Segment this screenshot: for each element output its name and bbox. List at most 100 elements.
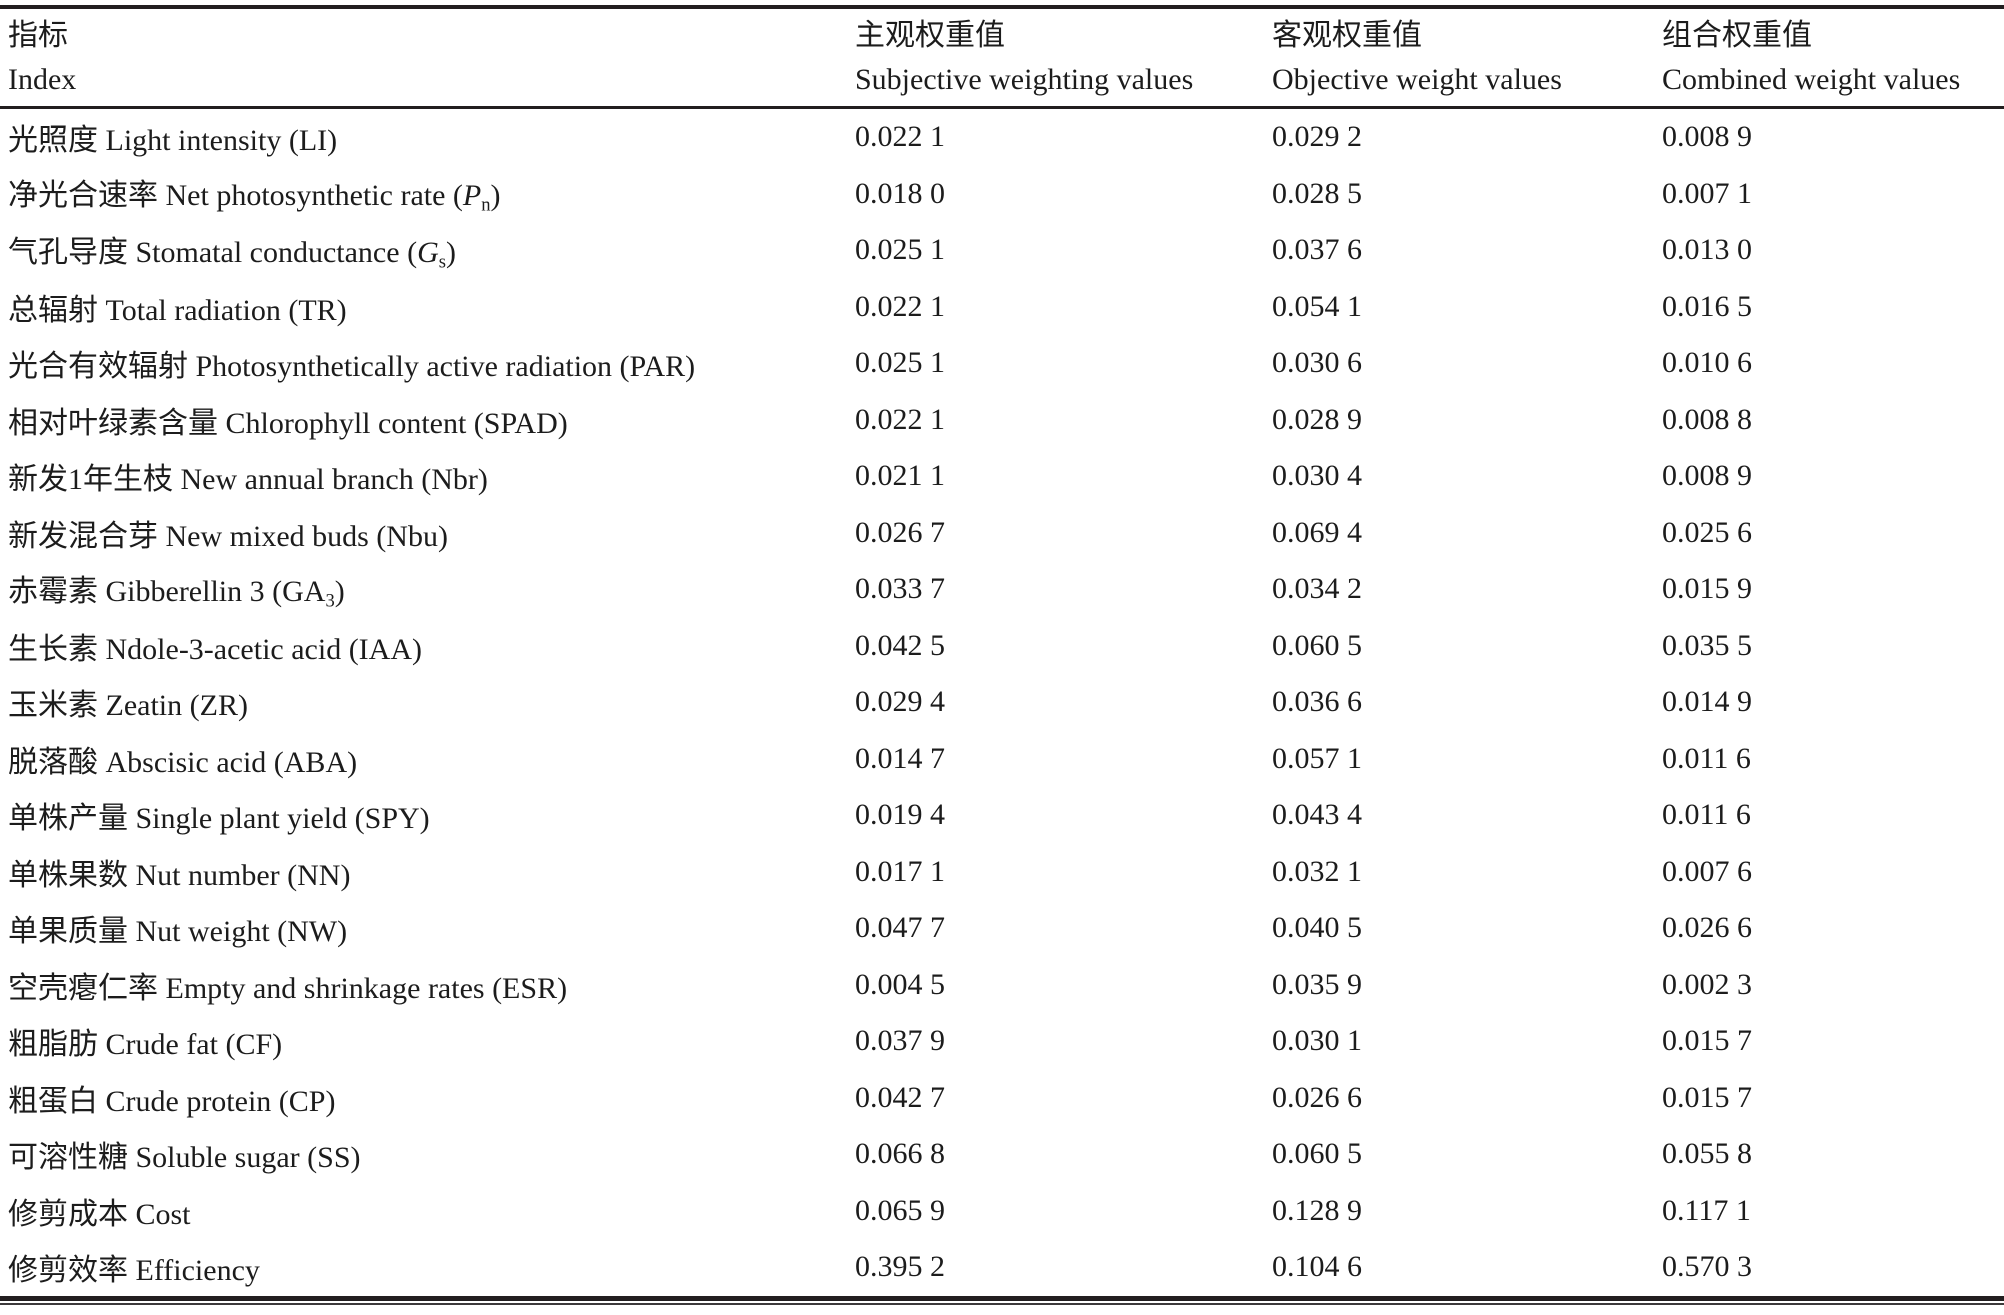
subjective-value-cell: 0.018 0 — [855, 176, 945, 210]
objective-value-cell: 0.030 4 — [1272, 459, 1362, 493]
header-combined-en: Combined weight values — [1662, 62, 1961, 96]
index-text-segment: 空壳瘪仁率 Empty and shrinkage rates (ESR) — [8, 971, 568, 1005]
index-text-segment: 光照度 Light intensity (LI) — [8, 124, 338, 158]
combined-value-cell: 0.117 1 — [1662, 1193, 1751, 1227]
index-cell: 光合有效辐射 Photosynthetically active radiati… — [0, 335, 855, 392]
index-text-segment: 生长素 Ndole-3-acetic acid (IAA) — [8, 632, 422, 666]
index-text-segment: 相对叶绿素含量 Chlorophyll content (SPAD) — [8, 406, 568, 440]
combined-value-cell: 0.011 6 — [1662, 798, 1751, 832]
combined-value-cell: 0.015 7 — [1662, 1024, 1752, 1058]
table-row: 新发混合芽 New mixed buds (Nbu) 0.026 7 0.069 4… — [0, 505, 2004, 562]
table-row: 生长素 Ndole-3-acetic acid (IAA) 0.042 5 0.06… — [0, 618, 2004, 675]
combined-value-cell: 0.011 6 — [1662, 741, 1751, 775]
table-row: 单果质量 Nut weight (NW) 0.047 7 0.040 5 0.026 … — [0, 900, 2004, 957]
header-combined: 组合权重值 Combined weight values — [1662, 7, 2004, 109]
objective-value-cell: 0.032 1 — [1272, 854, 1362, 888]
objective-value-cell: 0.104 6 — [1272, 1250, 1362, 1284]
combined-value-cell: 0.035 5 — [1662, 628, 1752, 662]
objective-value-cell: 0.034 2 — [1272, 572, 1362, 606]
subjective-value-cell: 0.065 9 — [855, 1193, 945, 1227]
objective-value-cell: 0.057 1 — [1272, 741, 1362, 775]
subjective-value-cell: 0.042 5 — [855, 628, 945, 662]
index-cell: 空壳瘪仁率 Empty and shrinkage rates (ESR) — [0, 957, 855, 1014]
objective-value-cell: 0.128 9 — [1272, 1193, 1362, 1227]
header-index: 指标 Index — [0, 7, 855, 109]
header-objective-en: Objective weight values — [1272, 62, 1562, 96]
subjective-value-cell: 0.042 7 — [855, 1080, 945, 1114]
subjective-value-cell: 0.019 4 — [855, 798, 945, 832]
index-cell: 新发混合芽 New mixed buds (Nbu) — [0, 505, 855, 562]
index-text-segment: G — [417, 235, 439, 269]
table-row: 新发1年生枝 New annual branch (Nbr) 0.021 1 0.0… — [0, 448, 2004, 505]
index-text-segment: 修剪成本 Cost — [8, 1197, 191, 1231]
index-text-segment: 单株果数 Nut number (NN) — [8, 858, 351, 892]
index-text-segment: 净光合速率 Net photosynthetic rate ( — [8, 179, 463, 213]
objective-value-cell: 0.030 1 — [1272, 1024, 1362, 1058]
index-cell: 单果质量 Nut weight (NW) — [0, 900, 855, 957]
index-cell: 净光合速率 Net photosynthetic rate (Pn) — [0, 166, 855, 223]
subjective-value-cell: 0.004 5 — [855, 967, 945, 1001]
objective-value-cell: 0.040 5 — [1272, 911, 1362, 945]
index-cell: 新发1年生枝 New annual branch (Nbr) — [0, 448, 855, 505]
index-cell: 可溶性糖 Soluble sugar (SS) — [0, 1126, 855, 1183]
combined-value-cell: 0.010 6 — [1662, 346, 1752, 380]
index-cell: 相对叶绿素含量 Chlorophyll content (SPAD) — [0, 392, 855, 449]
combined-value-cell: 0.570 3 — [1662, 1250, 1752, 1284]
header-objective: 客观权重值 Objective weight values — [1272, 7, 1662, 109]
table-row: 修剪效率 Efficiency 0.395 2 0.104 6 0.570 3 — [0, 1239, 2004, 1298]
index-cell: 单株果数 Nut number (NN) — [0, 844, 855, 901]
subjective-value-cell: 0.022 1 — [855, 120, 945, 154]
table-row: 脱落酸 Abscisic acid (ABA) 0.014 7 0.057 1 0.0… — [0, 731, 2004, 788]
index-cell: 生长素 Ndole-3-acetic acid (IAA) — [0, 618, 855, 675]
index-cell: 玉米素 Zeatin (ZR) — [0, 674, 855, 731]
subjective-value-cell: 0.025 1 — [855, 346, 945, 380]
combined-value-cell: 0.015 9 — [1662, 572, 1752, 606]
objective-value-cell: 0.054 1 — [1272, 289, 1362, 323]
index-text-segment: P — [462, 179, 482, 213]
index-cell: 单株产量 Single plant yield (SPY) — [0, 787, 855, 844]
table-header: 指标 Index 主观权重值 Subjective weighting valu… — [0, 7, 2004, 109]
index-cell: 赤霉素 Gibberellin 3 (GA3) — [0, 561, 855, 618]
subjective-value-cell: 0.037 9 — [855, 1024, 945, 1058]
table-row: 空壳瘪仁率 Empty and shrinkage rates (ESR) 0.0… — [0, 957, 2004, 1014]
header-combined-zh: 组合权重值 — [1662, 18, 1812, 52]
index-text-segment: 玉米素 Zeatin (ZR) — [8, 689, 248, 723]
combined-value-cell: 0.025 6 — [1662, 515, 1752, 549]
combined-value-cell: 0.008 9 — [1662, 459, 1752, 493]
index-text-segment: s — [438, 251, 446, 273]
combined-value-cell: 0.013 0 — [1662, 233, 1752, 267]
combined-value-cell: 0.014 9 — [1662, 685, 1752, 719]
combined-value-cell: 0.007 6 — [1662, 854, 1752, 888]
objective-value-cell: 0.060 5 — [1272, 1137, 1362, 1171]
index-text-segment: 可溶性糖 Soluble sugar (SS) — [8, 1141, 361, 1175]
subjective-value-cell: 0.021 1 — [855, 459, 945, 493]
table-row: 粗脂肪 Crude fat (CF) 0.037 9 0.030 1 0.015 7 — [0, 1013, 2004, 1070]
subjective-value-cell: 0.395 2 — [855, 1250, 945, 1284]
index-text-segment: 新发混合芽 New mixed buds (Nbu) — [8, 519, 448, 553]
objective-value-cell: 0.036 6 — [1272, 685, 1362, 719]
index-cell: 粗蛋白 Crude protein (CP) — [0, 1070, 855, 1127]
header-objective-zh: 客观权重值 — [1272, 18, 1422, 52]
header-index-en: Index — [8, 62, 77, 96]
index-text-segment: 新发1年生枝 New annual branch (Nbr) — [8, 463, 488, 497]
index-text-segment: 气孔导度 Stomatal conductance ( — [8, 235, 418, 269]
table-row: 净光合速率 Net photosynthetic rate (Pn) 0.018 … — [0, 166, 2004, 223]
table-row: 粗蛋白 Crude protein (CP) 0.042 7 0.026 6 0.01… — [0, 1070, 2004, 1127]
index-cell: 脱落酸 Abscisic acid (ABA) — [0, 731, 855, 788]
subjective-value-cell: 0.029 4 — [855, 685, 945, 719]
objective-value-cell: 0.060 5 — [1272, 628, 1362, 662]
index-text-segment: 单果质量 Nut weight (NW) — [8, 915, 348, 949]
combined-value-cell: 0.008 8 — [1662, 402, 1752, 436]
table-row: 赤霉素 Gibberellin 3 (GA3) 0.033 7 0.034 2 0.0… — [0, 561, 2004, 618]
objective-value-cell: 0.069 4 — [1272, 515, 1362, 549]
table-body: 光照度 Light intensity (LI) 0.022 1 0.029 2 0.… — [0, 108, 2004, 1299]
table-row: 修剪成本 Cost 0.065 9 0.128 9 0.117 1 — [0, 1183, 2004, 1240]
index-text-segment: n — [481, 195, 491, 217]
subjective-value-cell: 0.047 7 — [855, 911, 945, 945]
header-subjective-en: Subjective weighting values — [855, 62, 1194, 96]
weights-table: 指标 Index 主观权重值 Subjective weighting valu… — [0, 5, 2004, 1301]
table-row: 可溶性糖 Soluble sugar (SS) 0.066 8 0.060 5 0.0… — [0, 1126, 2004, 1183]
index-text-segment: 粗蛋白 Crude protein (CP) — [8, 1084, 336, 1118]
combined-value-cell: 0.055 8 — [1662, 1137, 1752, 1171]
